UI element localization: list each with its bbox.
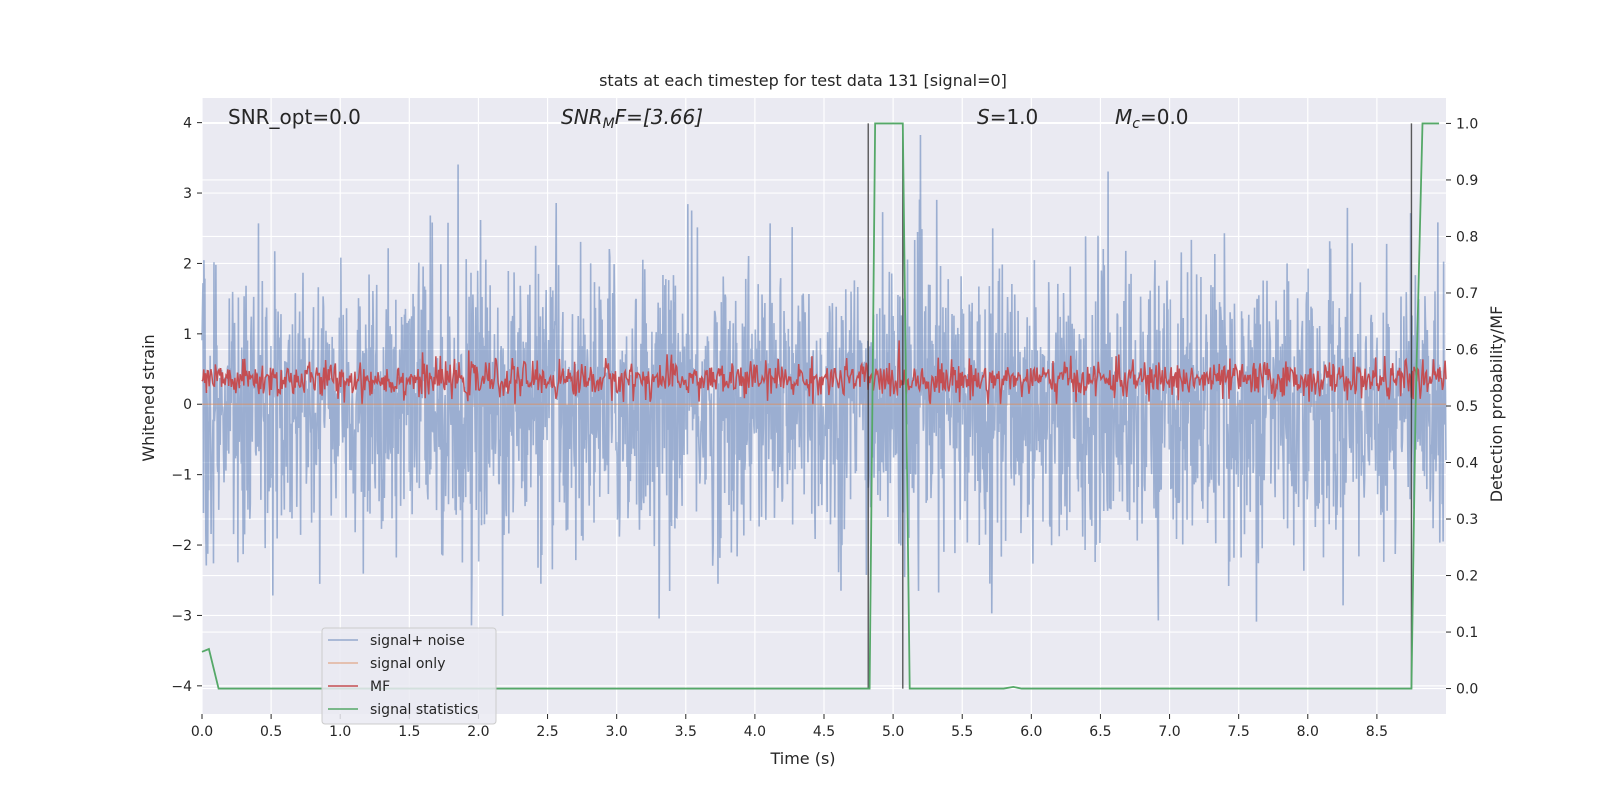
annotation-mc-sub: c	[1132, 116, 1140, 132]
y2-axis-ticks: 0.0 0.1 0.2 0.3 0.4 0.5 0.6 0.7 0.8 0.9 1.0	[1446, 116, 1478, 698]
mf-trace	[201, 340, 1447, 405]
x-tick-label: 7.0	[1158, 724, 1180, 740]
y2-tick-label: 0.1	[1456, 625, 1478, 641]
y-tick-label: −2	[171, 538, 192, 554]
annotation-mc-value: =0.0	[1140, 105, 1189, 129]
x-tick-label: 5.5	[951, 724, 973, 740]
legend-label-signal-statistics: signal statistics	[370, 702, 478, 718]
series-signal-noise	[201, 134, 1447, 626]
x-tick-label: 5.0	[882, 724, 904, 740]
y2-axis-label: Detection probability/MF	[1487, 306, 1506, 503]
x-tick-label: 0.5	[260, 724, 282, 740]
y2-tick-label: 0.6	[1456, 342, 1478, 358]
legend: signal+ noise signal only MF signal stat…	[321, 627, 497, 725]
x-tick-label: 2.0	[467, 724, 489, 740]
y2-tick-label: 0.2	[1456, 569, 1478, 585]
x-tick-label: 4.0	[744, 724, 766, 740]
y-tick-label: 0	[183, 397, 192, 413]
legend-label-signal-only: signal only	[370, 656, 445, 672]
legend-label-mf: MF	[370, 679, 390, 695]
y-tick-label: −3	[171, 608, 192, 624]
y2-tick-label: 0.9	[1456, 173, 1478, 189]
annotation-snr-mf-f: F=[3.66]	[615, 105, 703, 129]
x-tick-label: 8.0	[1297, 724, 1319, 740]
x-tick-label: 8.5	[1366, 724, 1388, 740]
y-tick-label: 3	[183, 186, 192, 202]
vertical-markers	[867, 123, 1413, 689]
annotation-snr-mf-sub: M	[603, 116, 615, 132]
y-tick-label: −4	[171, 679, 192, 695]
x-tick-label: 3.0	[606, 724, 628, 740]
annotation-snr-mf: SNRMF=[3.66]	[561, 105, 703, 132]
legend-box	[321, 627, 497, 725]
annotation-s-value: =1.0	[990, 105, 1039, 129]
series-signal-statistics	[201, 122, 1440, 690]
y2-tick-label: 1.0	[1456, 116, 1478, 132]
noise-trace	[201, 134, 1447, 626]
y-tick-label: 2	[183, 256, 192, 272]
x-tick-label: 3.5	[675, 724, 697, 740]
annotation-mc: Mc=0.0	[1115, 105, 1189, 132]
annotation-snr-opt: SNR_opt=0.0	[228, 105, 361, 129]
x-tick-label: 0.0	[191, 724, 213, 740]
y2-tick-label: 0.7	[1456, 286, 1478, 302]
y-tick-label: 4	[183, 116, 192, 132]
x-tick-label: 6.5	[1089, 724, 1111, 740]
x-tick-label: 1.0	[329, 724, 351, 740]
x-tick-label: 6.0	[1020, 724, 1042, 740]
chart-title: stats at each timestep for test data 131…	[599, 71, 1007, 90]
annotation-mc-main: M	[1115, 105, 1132, 129]
x-tick-label: 4.5	[813, 724, 835, 740]
y-axis-ticks: −4 −3 −2 −1 0 1 2 3 4	[171, 116, 202, 695]
x-tick-label: 1.5	[398, 724, 420, 740]
y-tick-label: −1	[171, 468, 192, 484]
x-tick-label: 7.5	[1228, 724, 1250, 740]
signal-statistics-trace	[201, 122, 1440, 690]
x-tick-label: 2.5	[536, 724, 558, 740]
y2-tick-label: 0.8	[1456, 229, 1478, 245]
annotation-s-main: S	[977, 105, 990, 129]
x-axis-label: Time (s)	[769, 749, 835, 768]
y2-tick-label: 0.4	[1456, 456, 1478, 472]
series-mf	[201, 340, 1447, 405]
y2-tick-label: 0.0	[1456, 682, 1478, 698]
y2-tick-label: 0.5	[1456, 399, 1478, 415]
y-tick-label: 1	[183, 327, 192, 343]
grid	[201, 98, 1446, 714]
annotation-snr-mf-main: SNR	[561, 105, 603, 129]
annotation-s: S=1.0	[977, 105, 1038, 129]
x-axis-ticks: 0.0 0.5 1.0 1.5 2.0 2.5 3.0 3.5 4.0 4.5 5.0 5.5 6.0 6…	[191, 714, 1388, 740]
legend-label-signal-noise: signal+ noise	[370, 633, 465, 649]
y-axis-label: Whitened strain	[139, 334, 158, 461]
y2-tick-label: 0.3	[1456, 512, 1478, 528]
